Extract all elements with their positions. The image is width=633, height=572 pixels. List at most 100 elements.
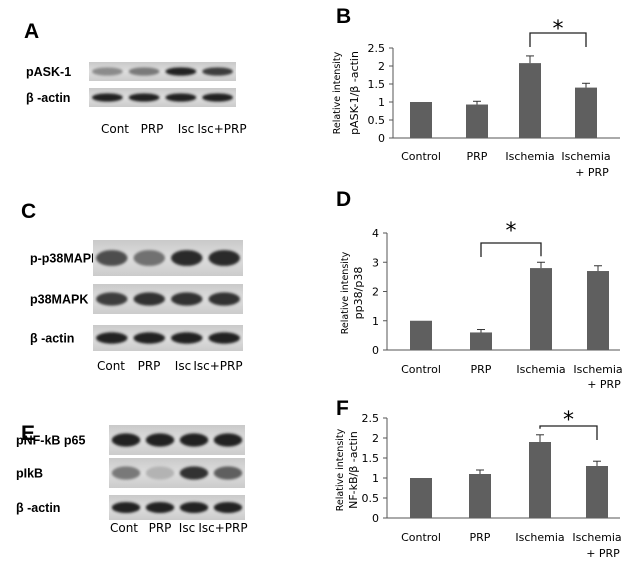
band <box>111 466 141 480</box>
band-label: pASK-1 <box>26 65 71 79</box>
bar <box>575 87 597 138</box>
category-label: Ischemia <box>516 363 565 376</box>
panel-letter: B <box>336 5 351 28</box>
bar <box>469 474 491 518</box>
y-axis-label: Relative intensity <box>335 428 346 511</box>
band <box>202 67 234 76</box>
y-tick-label: 1.5 <box>362 452 380 465</box>
y-tick-label: 1 <box>372 472 379 485</box>
band <box>213 433 243 447</box>
band <box>202 93 234 102</box>
band-row <box>93 240 243 276</box>
band <box>91 67 123 76</box>
y-tick-label: 1 <box>378 96 385 109</box>
significance-bracket <box>529 32 587 47</box>
band <box>128 93 160 102</box>
y-tick-label: 2 <box>372 432 379 445</box>
band <box>96 250 128 266</box>
lane-label: Cont <box>97 359 125 373</box>
panel-letter: C <box>21 200 36 223</box>
band <box>145 433 175 447</box>
lane-label: Isc <box>178 122 194 136</box>
band-label: β -actin <box>30 332 74 346</box>
band <box>128 67 160 76</box>
lane-label: PRP <box>138 359 161 373</box>
lane-label: Isc+PRP <box>193 359 242 373</box>
band <box>145 466 175 480</box>
category-label: Ischemia <box>505 150 554 163</box>
y-axis-label: NF-kB/β -actin <box>347 431 360 509</box>
category-label: PRP <box>471 363 492 376</box>
bar <box>410 478 432 518</box>
bar <box>410 102 432 138</box>
bar <box>466 104 488 138</box>
lane-label: Isc <box>175 359 191 373</box>
category-label: Ischemia <box>515 531 564 544</box>
band-row <box>109 425 245 455</box>
band <box>208 292 240 306</box>
y-tick-label: 1 <box>372 315 379 328</box>
lane-label: PRP <box>141 122 164 136</box>
category-label: Ischemia <box>573 363 622 376</box>
category-label: + PRP <box>586 547 620 560</box>
chart-panel-d: D 0 1 2 3 4 Relative intensity pp38/p38 Control P… <box>336 188 623 391</box>
panel-letter: D <box>336 188 351 211</box>
lane-label: PRP <box>149 521 172 535</box>
band <box>179 433 209 447</box>
bar <box>410 320 432 350</box>
band <box>111 502 141 513</box>
significance-star: * <box>553 17 564 42</box>
band-row-bg <box>89 62 236 81</box>
y-tick-label: 0.5 <box>368 114 386 127</box>
significance-bracket <box>539 425 598 440</box>
band <box>111 433 141 447</box>
y-tick-label: 1.5 <box>368 78 386 91</box>
y-tick-label: 2 <box>378 60 385 73</box>
y-tick-label: 0 <box>372 512 379 525</box>
y-axis-label: Relative intensity <box>340 251 351 334</box>
band <box>179 502 209 513</box>
band <box>145 502 175 513</box>
band <box>171 250 203 266</box>
lane-label: Isc <box>179 521 195 535</box>
y-tick-label: 0 <box>378 132 385 145</box>
chart-panel-b: B 0 0.5 1 1.5 2 2.5 Relative intensity pASK-1/β … <box>332 5 620 179</box>
bar <box>470 332 492 350</box>
lane-label: Isc+PRP <box>197 122 246 136</box>
band <box>171 292 203 306</box>
band-label: pIkB <box>16 467 43 481</box>
significance-bracket <box>480 242 542 257</box>
band <box>208 332 240 344</box>
category-label: Control <box>401 150 441 163</box>
band-row <box>89 88 236 107</box>
blot-panel-c: Cp-p38MAPK p38MAPK β -actin Cont PRP Isc Isc+P… <box>21 200 243 373</box>
band-row-bg <box>89 88 236 107</box>
chart-panel-f: F 0 0.5 1 1.5 2 2.5 Relative intensity NF-kB/β -… <box>335 397 622 560</box>
category-label: Control <box>401 531 441 544</box>
y-axis-label: pASK-1/β -actin <box>348 51 361 135</box>
band-row <box>93 284 243 314</box>
band <box>96 332 128 344</box>
band <box>133 292 165 306</box>
band-label: p38MAPK <box>30 293 88 307</box>
panel-letter: A <box>24 20 39 43</box>
band-row <box>93 325 243 351</box>
bar <box>586 466 608 518</box>
band <box>91 93 123 102</box>
band <box>213 466 243 480</box>
y-tick-label: 4 <box>372 227 379 240</box>
category-label: Ischemia <box>561 150 610 163</box>
band-row <box>109 495 245 520</box>
band-row <box>109 458 245 488</box>
y-axis-label: pp38/p38 <box>352 267 365 320</box>
band-label: p-p38MAPK <box>30 252 100 266</box>
bar <box>530 268 552 350</box>
category-label: + PRP <box>587 378 621 391</box>
panel-letter: F <box>336 397 349 420</box>
band <box>179 466 209 480</box>
band <box>213 502 243 513</box>
band <box>165 67 197 76</box>
bar <box>519 63 541 139</box>
band-label: pNF-kB p65 <box>16 434 86 448</box>
